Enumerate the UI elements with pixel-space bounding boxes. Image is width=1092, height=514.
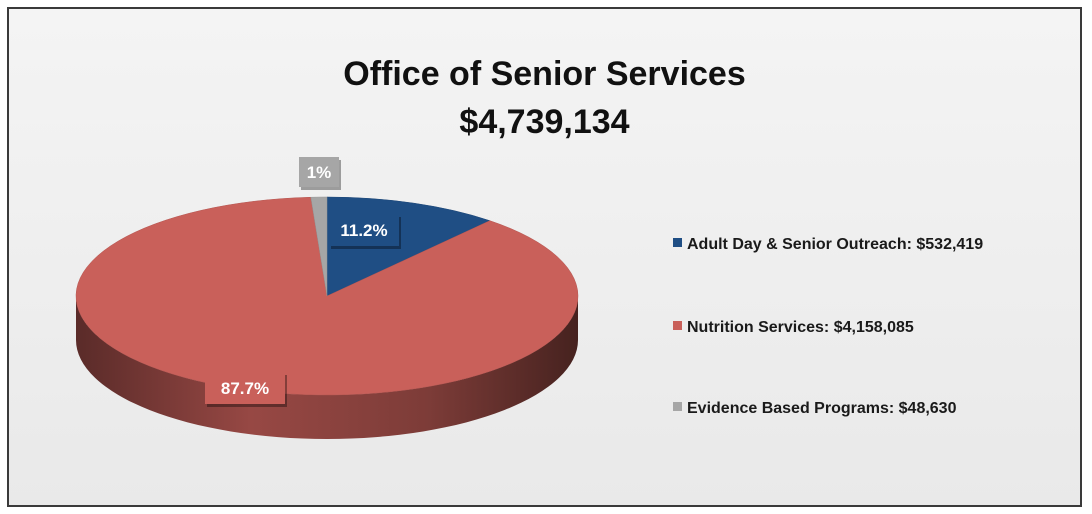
data-label-box-1 (205, 372, 285, 404)
data-label-text-2: 1% (307, 163, 332, 182)
chart-frame: Office of Senior Services $4,739,134 11.… (7, 7, 1082, 507)
legend-swatch-adult-day (673, 238, 682, 247)
data-label-text-0: 11.2% (340, 221, 387, 240)
data-label-box-0 (329, 214, 399, 246)
pie-chart: 11.2% 87.7% 1% (75, 157, 579, 439)
data-label-0: 11.2% (329, 214, 401, 249)
legend-item-nutrition: Nutrition Services: $4,158,085 (673, 318, 914, 338)
data-label-box-2 (299, 157, 339, 187)
legend-label-adult-day: Adult Day & Senior Outreach: $532,419 (687, 236, 984, 253)
legend-item-adult-day: Adult Day & Senior Outreach: $532,419 (673, 235, 983, 255)
legend-item-evidence: Evidence Based Programs: $48,630 (673, 399, 956, 419)
pie-slice-2 (310, 196, 328, 297)
chart-title: Office of Senior Services (343, 55, 746, 93)
legend-label-evidence: Evidence Based Programs: $48,630 (687, 400, 957, 417)
legend-label-nutrition: Nutrition Services: $4,158,085 (687, 319, 914, 336)
legend-swatch-nutrition (673, 321, 682, 330)
chart-subtitle: $4,739,134 (459, 103, 630, 141)
legend-swatch-evidence (673, 402, 682, 411)
pie-side-1 (76, 296, 578, 439)
data-label-1: 87.7% (205, 372, 287, 407)
data-label-2: 1% (299, 157, 341, 190)
data-label-text-1: 87.7% (221, 379, 269, 398)
